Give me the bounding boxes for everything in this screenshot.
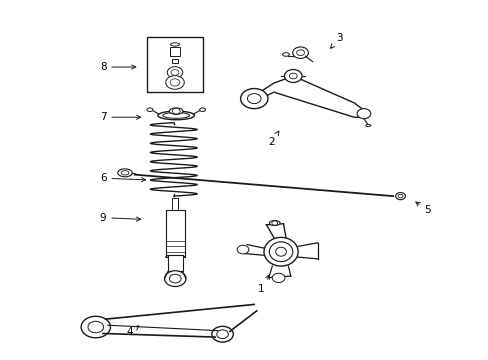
Circle shape (164, 271, 185, 287)
Ellipse shape (118, 169, 132, 177)
Text: 6: 6 (100, 173, 145, 183)
Ellipse shape (269, 221, 280, 226)
Circle shape (88, 321, 103, 333)
Ellipse shape (282, 53, 289, 56)
Bar (171, 59, 178, 63)
Text: 2: 2 (267, 131, 278, 147)
Bar (165, 211, 184, 257)
Ellipse shape (264, 237, 298, 266)
Bar (167, 255, 182, 271)
Ellipse shape (121, 171, 129, 175)
Ellipse shape (275, 247, 286, 256)
Circle shape (289, 73, 297, 79)
Ellipse shape (365, 125, 370, 127)
Circle shape (167, 67, 183, 78)
Text: 7: 7 (100, 112, 141, 122)
Bar (170, 47, 180, 56)
Ellipse shape (269, 242, 292, 262)
Text: 3: 3 (330, 33, 342, 48)
Circle shape (211, 326, 233, 342)
Circle shape (395, 193, 405, 200)
Text: 4: 4 (126, 326, 139, 337)
Circle shape (170, 79, 180, 86)
Text: 9: 9 (100, 213, 141, 222)
Ellipse shape (158, 111, 194, 120)
Circle shape (356, 109, 370, 119)
Circle shape (165, 76, 184, 89)
Ellipse shape (170, 43, 179, 46)
Text: 5: 5 (415, 202, 430, 216)
Circle shape (240, 89, 267, 109)
Bar (147, 37, 203, 92)
Circle shape (271, 221, 277, 225)
Circle shape (216, 330, 228, 338)
Ellipse shape (199, 108, 205, 112)
Circle shape (169, 274, 181, 283)
Ellipse shape (163, 113, 189, 118)
Circle shape (292, 47, 308, 58)
Ellipse shape (169, 108, 183, 114)
Text: 8: 8 (100, 62, 136, 72)
Circle shape (81, 316, 110, 338)
Circle shape (247, 94, 261, 104)
Circle shape (237, 245, 248, 254)
Ellipse shape (147, 108, 153, 112)
Circle shape (172, 108, 180, 114)
Circle shape (296, 50, 304, 55)
Circle shape (397, 194, 402, 198)
Bar (172, 198, 178, 214)
Text: 1: 1 (258, 275, 269, 294)
Circle shape (171, 69, 179, 75)
Circle shape (284, 69, 302, 82)
Circle shape (272, 273, 285, 283)
